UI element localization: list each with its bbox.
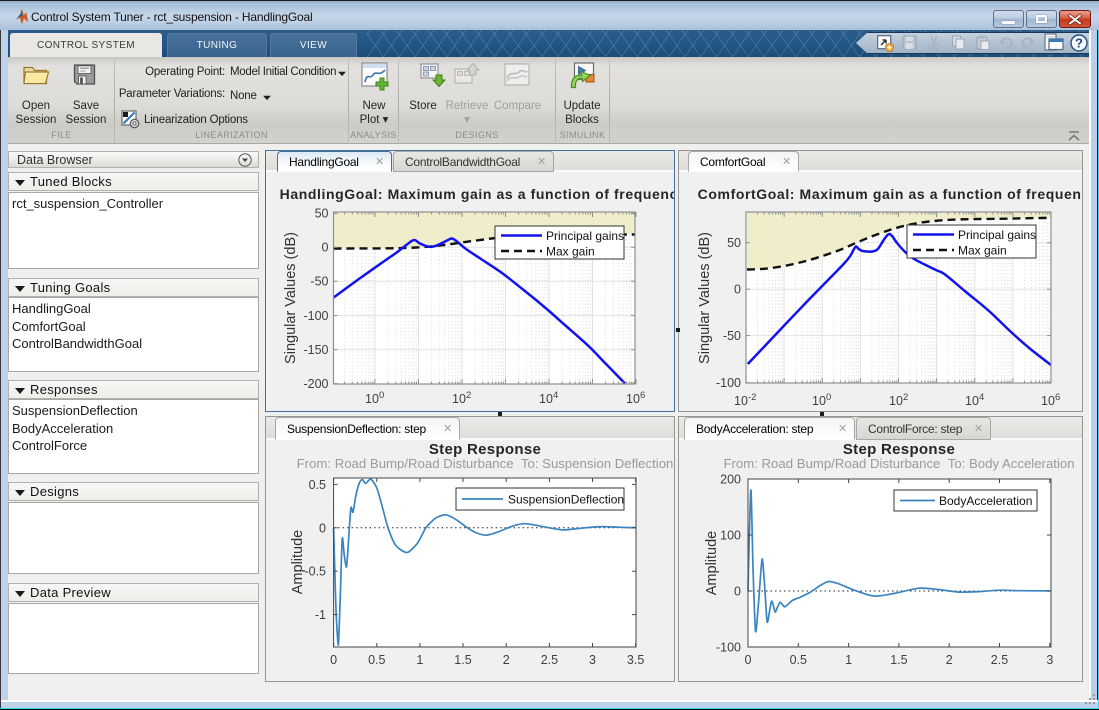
svg-text:0: 0 [745, 653, 752, 667]
svg-text:-100: -100 [716, 641, 741, 655]
svg-text:?: ? [1075, 36, 1083, 51]
svg-text:ComfortGoal: Maximum gain as a: ComfortGoal: Maximum gain as a function … [698, 186, 1082, 202]
svg-text:1: 1 [416, 653, 423, 667]
svg-text:0: 0 [379, 390, 384, 401]
svg-text:-100: -100 [303, 309, 328, 323]
svg-text:0.5: 0.5 [309, 478, 326, 492]
svg-text:-0.5: -0.5 [304, 565, 326, 579]
svg-text:10: 10 [626, 392, 640, 406]
svg-text:2.5: 2.5 [991, 653, 1008, 667]
svg-text:0: 0 [330, 653, 337, 667]
svg-text:0.5: 0.5 [790, 653, 807, 667]
svg-text:-1: -1 [315, 608, 326, 622]
svg-text:100: 100 [720, 529, 741, 543]
svg-text:SuspensionDeflection: SuspensionDeflection [508, 493, 624, 507]
svg-text:Amplitude: Amplitude [704, 531, 720, 595]
svg-text:0: 0 [319, 521, 326, 535]
svg-text:10: 10 [365, 392, 379, 406]
svg-text:0: 0 [826, 392, 831, 403]
svg-text:0.5: 0.5 [368, 653, 385, 667]
svg-text:3: 3 [1046, 653, 1053, 667]
svg-text:10: 10 [539, 392, 553, 406]
svg-text:Singular Values (dB): Singular Values (dB) [283, 232, 299, 364]
svg-text:10: 10 [1041, 394, 1055, 408]
svg-text:6: 6 [640, 390, 645, 401]
svg-text:-50: -50 [310, 274, 328, 288]
svg-text:6: 6 [1055, 392, 1060, 403]
svg-text:10: 10 [812, 394, 826, 408]
svg-text:2: 2 [903, 392, 908, 403]
svg-text:2: 2 [503, 653, 510, 667]
svg-text:-200: -200 [303, 377, 328, 391]
svg-text:10: 10 [889, 394, 903, 408]
svg-text:2: 2 [466, 390, 471, 401]
svg-text:3.5: 3.5 [627, 653, 644, 667]
svg-text:Step Response: Step Response [843, 441, 955, 458]
svg-text:Principal gains: Principal gains [958, 228, 1036, 242]
svg-text:1: 1 [845, 653, 852, 667]
svg-text:50: 50 [727, 236, 741, 250]
svg-text:BodyAcceleration: BodyAcceleration [939, 494, 1032, 508]
svg-text:HandlingGoal: Maximum gain as: HandlingGoal: Maximum gain as a function… [280, 186, 674, 202]
svg-text:From: Road Bump/Road Disturban: From: Road Bump/Road Disturbance To: Bod… [723, 456, 1074, 471]
svg-text:200: 200 [720, 473, 741, 487]
svg-text:2.5: 2.5 [541, 653, 558, 667]
svg-text:50: 50 [315, 207, 329, 221]
svg-text:-150: -150 [303, 343, 328, 357]
svg-text:-50: -50 [723, 329, 741, 343]
svg-text:0: 0 [322, 241, 329, 255]
svg-text:0: 0 [734, 282, 741, 296]
svg-text:-2: -2 [748, 392, 756, 403]
svg-text:Step Response: Step Response [429, 441, 541, 458]
svg-text:1.5: 1.5 [454, 653, 471, 667]
svg-text:1.5: 1.5 [890, 653, 907, 667]
svg-text:Amplitude: Amplitude [290, 530, 306, 594]
svg-text:-100: -100 [716, 376, 741, 390]
svg-text:Singular Values (dB): Singular Values (dB) [697, 232, 713, 364]
svg-text:4: 4 [553, 390, 558, 401]
svg-text:From: Road Bump/Road Disturban: From: Road Bump/Road Disturbance To: Sus… [297, 456, 674, 471]
svg-text:0: 0 [734, 585, 741, 599]
svg-text:Principal gains: Principal gains [546, 229, 624, 243]
svg-text:4: 4 [979, 392, 984, 403]
svg-text:10: 10 [452, 392, 466, 406]
svg-text:Max gain: Max gain [958, 244, 1007, 258]
svg-text:10: 10 [734, 394, 748, 408]
svg-text:10: 10 [965, 394, 979, 408]
svg-text:2: 2 [946, 653, 953, 667]
svg-text:Max gain: Max gain [546, 245, 595, 259]
svg-text:3: 3 [589, 653, 596, 667]
